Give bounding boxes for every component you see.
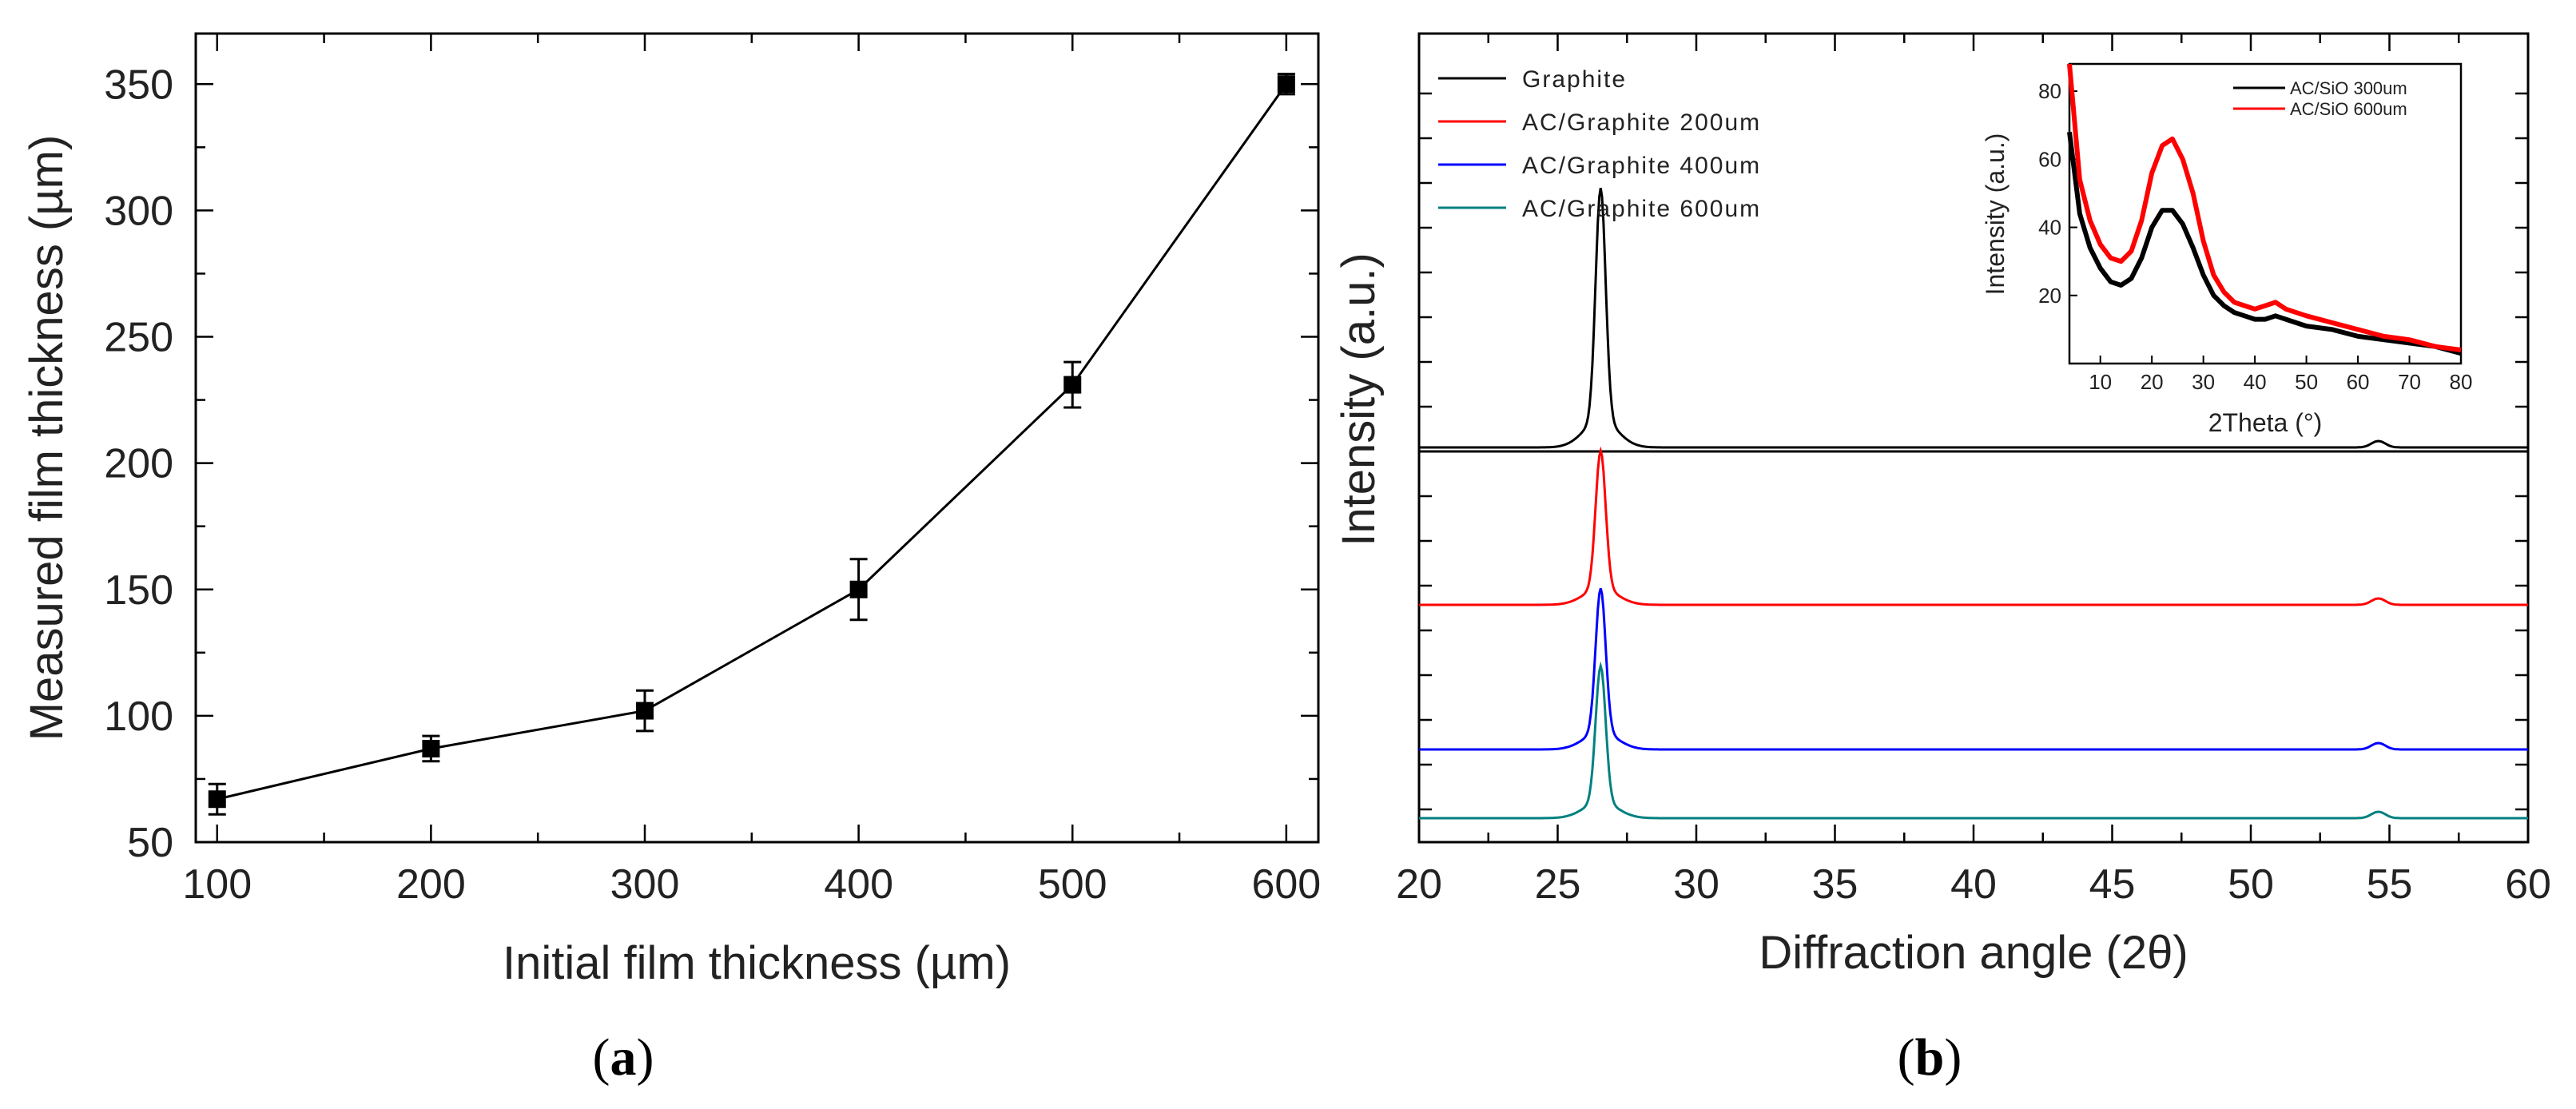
panel-b-label: (b) — [1898, 1028, 1962, 1087]
y-tick-label: 300 — [104, 188, 173, 234]
inset-x-tick-label: 40 — [2244, 370, 2267, 394]
inset-y-tick-label: 40 — [2038, 216, 2061, 240]
inset-y-tick-label: 60 — [2038, 147, 2061, 171]
x-tick-label: 30 — [1673, 861, 1719, 908]
legend-label: AC/Graphite 200um — [1522, 109, 1761, 136]
legend-label: Graphite — [1522, 66, 1627, 93]
x-tick-label: 40 — [1950, 861, 1997, 908]
inset-x-tick-label: 30 — [2192, 370, 2215, 394]
chart-b-legend: Graphite AC/Graphite 200um AC/Graphite 400… — [1438, 66, 1761, 222]
y-tick-label: 350 — [104, 62, 173, 108]
x-tick-label: 35 — [1812, 861, 1858, 908]
series-line — [217, 83, 1288, 801]
inset-frame — [2068, 62, 2463, 365]
y-tick-label: 250 — [104, 315, 173, 361]
inset-series-line-2 — [2067, 63, 2462, 352]
chart-a-xlabel: Initial film thickness (µm) — [503, 937, 1011, 989]
inset-x-tick-label: 80 — [2450, 370, 2473, 394]
inset-legend-label: AC/SiO 300um — [2290, 78, 2407, 98]
inset-x-tick-label: 10 — [2089, 370, 2112, 394]
inset-ylabel: Intensity (a.u.) — [1981, 133, 2010, 296]
inset-ticks: 10 20 30 40 50 60 70 80 20 40 60 80 — [2038, 79, 2472, 394]
inset-x-tick-label: 60 — [2347, 370, 2370, 394]
chart-b-ylabel: Intensity (a.u.) — [1333, 252, 1385, 546]
chart-a-series — [208, 73, 1295, 816]
x-tick-label: 25 — [1535, 861, 1581, 908]
series-line-1 — [1419, 187, 2528, 449]
data-point — [208, 790, 226, 809]
inset-x-tick-label: 20 — [2141, 370, 2164, 394]
inset-series-line-1 — [2067, 131, 2462, 356]
inset-legend-label: AC/SiO 600um — [2290, 99, 2407, 119]
inset-x-tick-label: 70 — [2398, 370, 2421, 394]
y-tick-label: 100 — [104, 694, 173, 740]
data-point — [1063, 376, 1082, 394]
inset-y-tick-label: 20 — [2038, 284, 2061, 308]
inset-y-tick-label: 80 — [2038, 79, 2061, 103]
chart-b-inset: 10 20 30 40 50 60 70 80 20 40 60 80 AC/SiO 300umAC/… — [1981, 62, 2472, 437]
chart-b: 20 25 30 35 40 45 50 55 60 Graphite AC/Graphite 2… — [1333, 32, 2551, 1087]
inset-x-tick-label: 50 — [2295, 370, 2318, 394]
x-tick-label: 55 — [2367, 861, 2413, 908]
x-tick-label: 400 — [824, 861, 893, 908]
legend-label: AC/Graphite 400um — [1522, 153, 1761, 179]
series-line-4 — [1419, 661, 2528, 820]
legend-label: AC/Graphite 600um — [1522, 196, 1761, 222]
data-point — [422, 739, 440, 757]
x-tick-label: 100 — [182, 861, 252, 908]
inset-series — [2067, 63, 2462, 356]
chart-b-ticks — [1417, 34, 2530, 842]
data-point — [849, 580, 868, 598]
chart-b-tick-labels: 20 25 30 35 40 45 50 55 60 — [1396, 861, 2551, 908]
inset-xlabel: 2Theta (°) — [2208, 408, 2323, 437]
x-tick-label: 300 — [610, 861, 680, 908]
data-point — [636, 702, 654, 720]
chart-a-ylabel: Measured film thickness (µm) — [21, 135, 73, 741]
y-tick-label: 150 — [104, 567, 173, 614]
data-point — [1277, 75, 1295, 93]
x-tick-label: 500 — [1038, 861, 1107, 908]
panel-a-label: (a) — [593, 1028, 654, 1087]
x-tick-label: 20 — [1396, 861, 1442, 908]
x-tick-label: 60 — [2505, 861, 2551, 908]
chart-a-frame — [194, 32, 1320, 844]
series-line-2 — [1419, 446, 2528, 606]
series-line-3 — [1419, 588, 2528, 751]
chart-a-ticks — [196, 34, 1318, 844]
y-tick-label: 200 — [104, 441, 173, 487]
x-tick-label: 600 — [1251, 861, 1321, 908]
y-tick-label: 50 — [127, 820, 173, 866]
x-tick-label: 200 — [396, 861, 466, 908]
chart-b-xlabel: Diffraction angle (2θ) — [1759, 927, 2188, 979]
chart-b-series — [1419, 187, 2528, 820]
x-tick-label: 50 — [2228, 861, 2274, 908]
x-tick-label: 45 — [2089, 861, 2136, 908]
